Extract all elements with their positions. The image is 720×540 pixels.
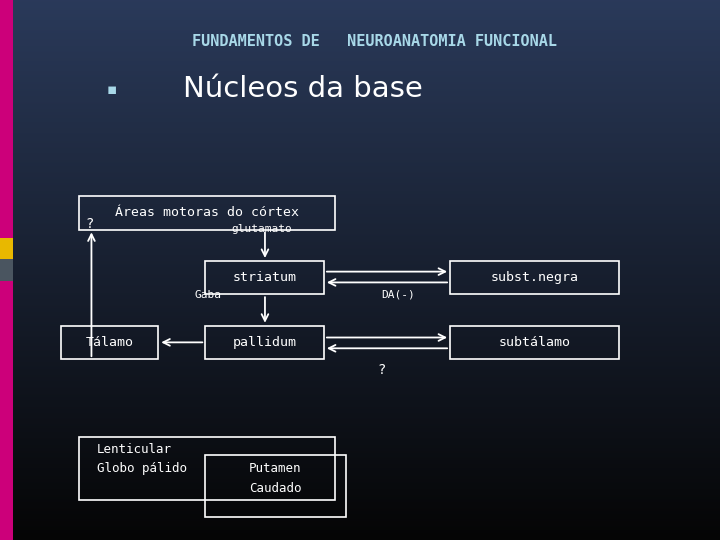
Bar bbox=[205, 455, 346, 517]
Bar bbox=[0, 259, 13, 281]
Bar bbox=[0, 0, 13, 238]
Bar bbox=[450, 261, 619, 294]
Bar bbox=[79, 437, 335, 500]
Text: FUNDAMENTOS DE   NEUROANATOMIA FUNCIONAL: FUNDAMENTOS DE NEUROANATOMIA FUNCIONAL bbox=[192, 34, 557, 49]
Bar bbox=[205, 326, 324, 359]
Bar bbox=[0, 238, 13, 259]
Bar bbox=[0, 281, 13, 540]
Text: subst.negra: subst.negra bbox=[490, 271, 579, 284]
Bar bbox=[61, 326, 158, 359]
Bar bbox=[79, 196, 335, 229]
Text: glutamato: glutamato bbox=[232, 224, 292, 234]
Text: Tálamo: Tálamo bbox=[86, 336, 134, 349]
Text: ▪: ▪ bbox=[107, 82, 117, 97]
Text: pallidum: pallidum bbox=[233, 336, 297, 349]
Text: striatum: striatum bbox=[233, 271, 297, 284]
Text: subtálamo: subtálamo bbox=[498, 336, 570, 349]
Bar bbox=[450, 326, 619, 359]
Bar bbox=[205, 261, 324, 294]
Text: Áreas motoras do córtex: Áreas motoras do córtex bbox=[115, 206, 299, 219]
Text: Gaba: Gaba bbox=[194, 289, 222, 300]
Text: Putamen: Putamen bbox=[249, 462, 302, 475]
Text: DA(-): DA(-) bbox=[382, 289, 415, 300]
Text: Globo pálido: Globo pálido bbox=[97, 462, 187, 475]
Text: ?: ? bbox=[85, 217, 94, 231]
Text: ?: ? bbox=[377, 363, 386, 377]
Text: Núcleos da base: Núcleos da base bbox=[183, 75, 422, 103]
Text: Lenticular: Lenticular bbox=[97, 443, 172, 456]
Text: Caudado: Caudado bbox=[249, 482, 302, 495]
